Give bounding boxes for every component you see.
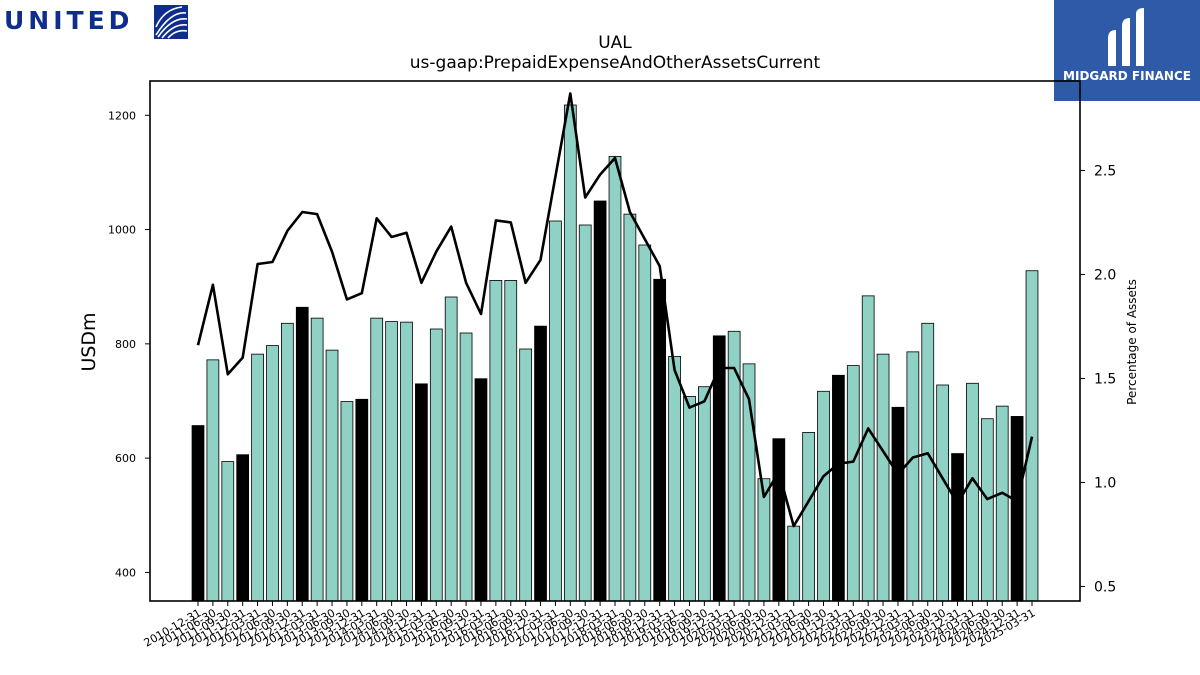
bar <box>474 378 488 602</box>
united-wordmark: UNITED <box>4 6 134 35</box>
y2-tick-label: 1.5 <box>1094 371 1116 387</box>
bar <box>698 386 711 602</box>
bar <box>817 390 830 602</box>
bar <box>534 325 547 602</box>
midgard-wordmark: MIDGARD FINANCE <box>1063 69 1191 83</box>
bar <box>861 295 875 602</box>
bar <box>355 398 369 602</box>
bar <box>444 296 458 602</box>
bar <box>563 104 577 602</box>
y2-tick-label: 1.0 <box>1094 475 1116 491</box>
bar <box>191 425 205 602</box>
bar <box>772 438 786 602</box>
bar <box>638 244 652 602</box>
bar <box>683 396 696 602</box>
bar <box>489 280 503 602</box>
bar <box>549 220 562 602</box>
midgard-finance-logo: MIDGARD FINANCE <box>1054 0 1200 101</box>
chart-subtitle: us-gaap:PrepaidExpenseAndOtherAssetsCurr… <box>410 53 821 73</box>
bar <box>653 278 667 602</box>
bar <box>206 359 220 602</box>
chart-title: UAL <box>598 33 632 53</box>
y2-axis-label: Percentage of Assets <box>1125 279 1139 405</box>
axes-layer: 400600800100012000.51.01.52.02.52010-12-… <box>108 80 1116 650</box>
y2-tick-label: 0.5 <box>1094 579 1116 595</box>
line-layer <box>196 92 1034 528</box>
bar <box>385 321 398 602</box>
bar <box>832 374 845 602</box>
bar <box>429 328 443 602</box>
bar <box>221 461 235 602</box>
y-tick-label: 1000 <box>108 224 136 237</box>
bar <box>578 224 592 602</box>
bar <box>251 353 264 602</box>
bar <box>906 351 920 602</box>
bar <box>1025 270 1039 602</box>
bar <box>966 382 979 602</box>
bar <box>593 200 607 602</box>
bar <box>325 349 339 602</box>
bar <box>340 401 354 602</box>
bar <box>236 454 250 602</box>
y2-tick-label: 2.5 <box>1094 163 1116 179</box>
y-tick-label: 600 <box>115 452 136 465</box>
bar <box>504 280 518 602</box>
bar <box>876 353 890 602</box>
bar <box>936 384 950 602</box>
bar <box>519 348 533 602</box>
bars-layer <box>191 104 1039 602</box>
bar <box>668 356 681 602</box>
bar <box>1010 416 1024 602</box>
bar <box>608 156 622 602</box>
bar <box>891 406 905 602</box>
y2-tick-label: 2.0 <box>1094 267 1116 283</box>
bar <box>310 317 324 602</box>
bar <box>295 306 309 602</box>
bar <box>400 321 413 602</box>
y-tick-label: 400 <box>115 566 136 579</box>
bar <box>951 453 964 602</box>
midgard-mark-icon <box>1108 8 1144 66</box>
bar <box>623 213 637 602</box>
y-tick-label: 1200 <box>108 109 136 122</box>
bar <box>727 330 741 602</box>
bar <box>802 432 815 602</box>
y-tick-label: 800 <box>115 338 136 351</box>
bar <box>266 345 279 602</box>
bar <box>995 405 1009 602</box>
bar <box>280 322 294 602</box>
bar <box>459 332 473 602</box>
bar <box>846 365 860 602</box>
bar <box>370 317 384 602</box>
united-globe-icon <box>154 5 188 39</box>
y-axis-label: USDm <box>78 312 100 371</box>
bar <box>980 418 994 602</box>
bar <box>787 525 801 602</box>
bar <box>415 383 428 602</box>
united-logo: UNITED <box>4 2 196 44</box>
